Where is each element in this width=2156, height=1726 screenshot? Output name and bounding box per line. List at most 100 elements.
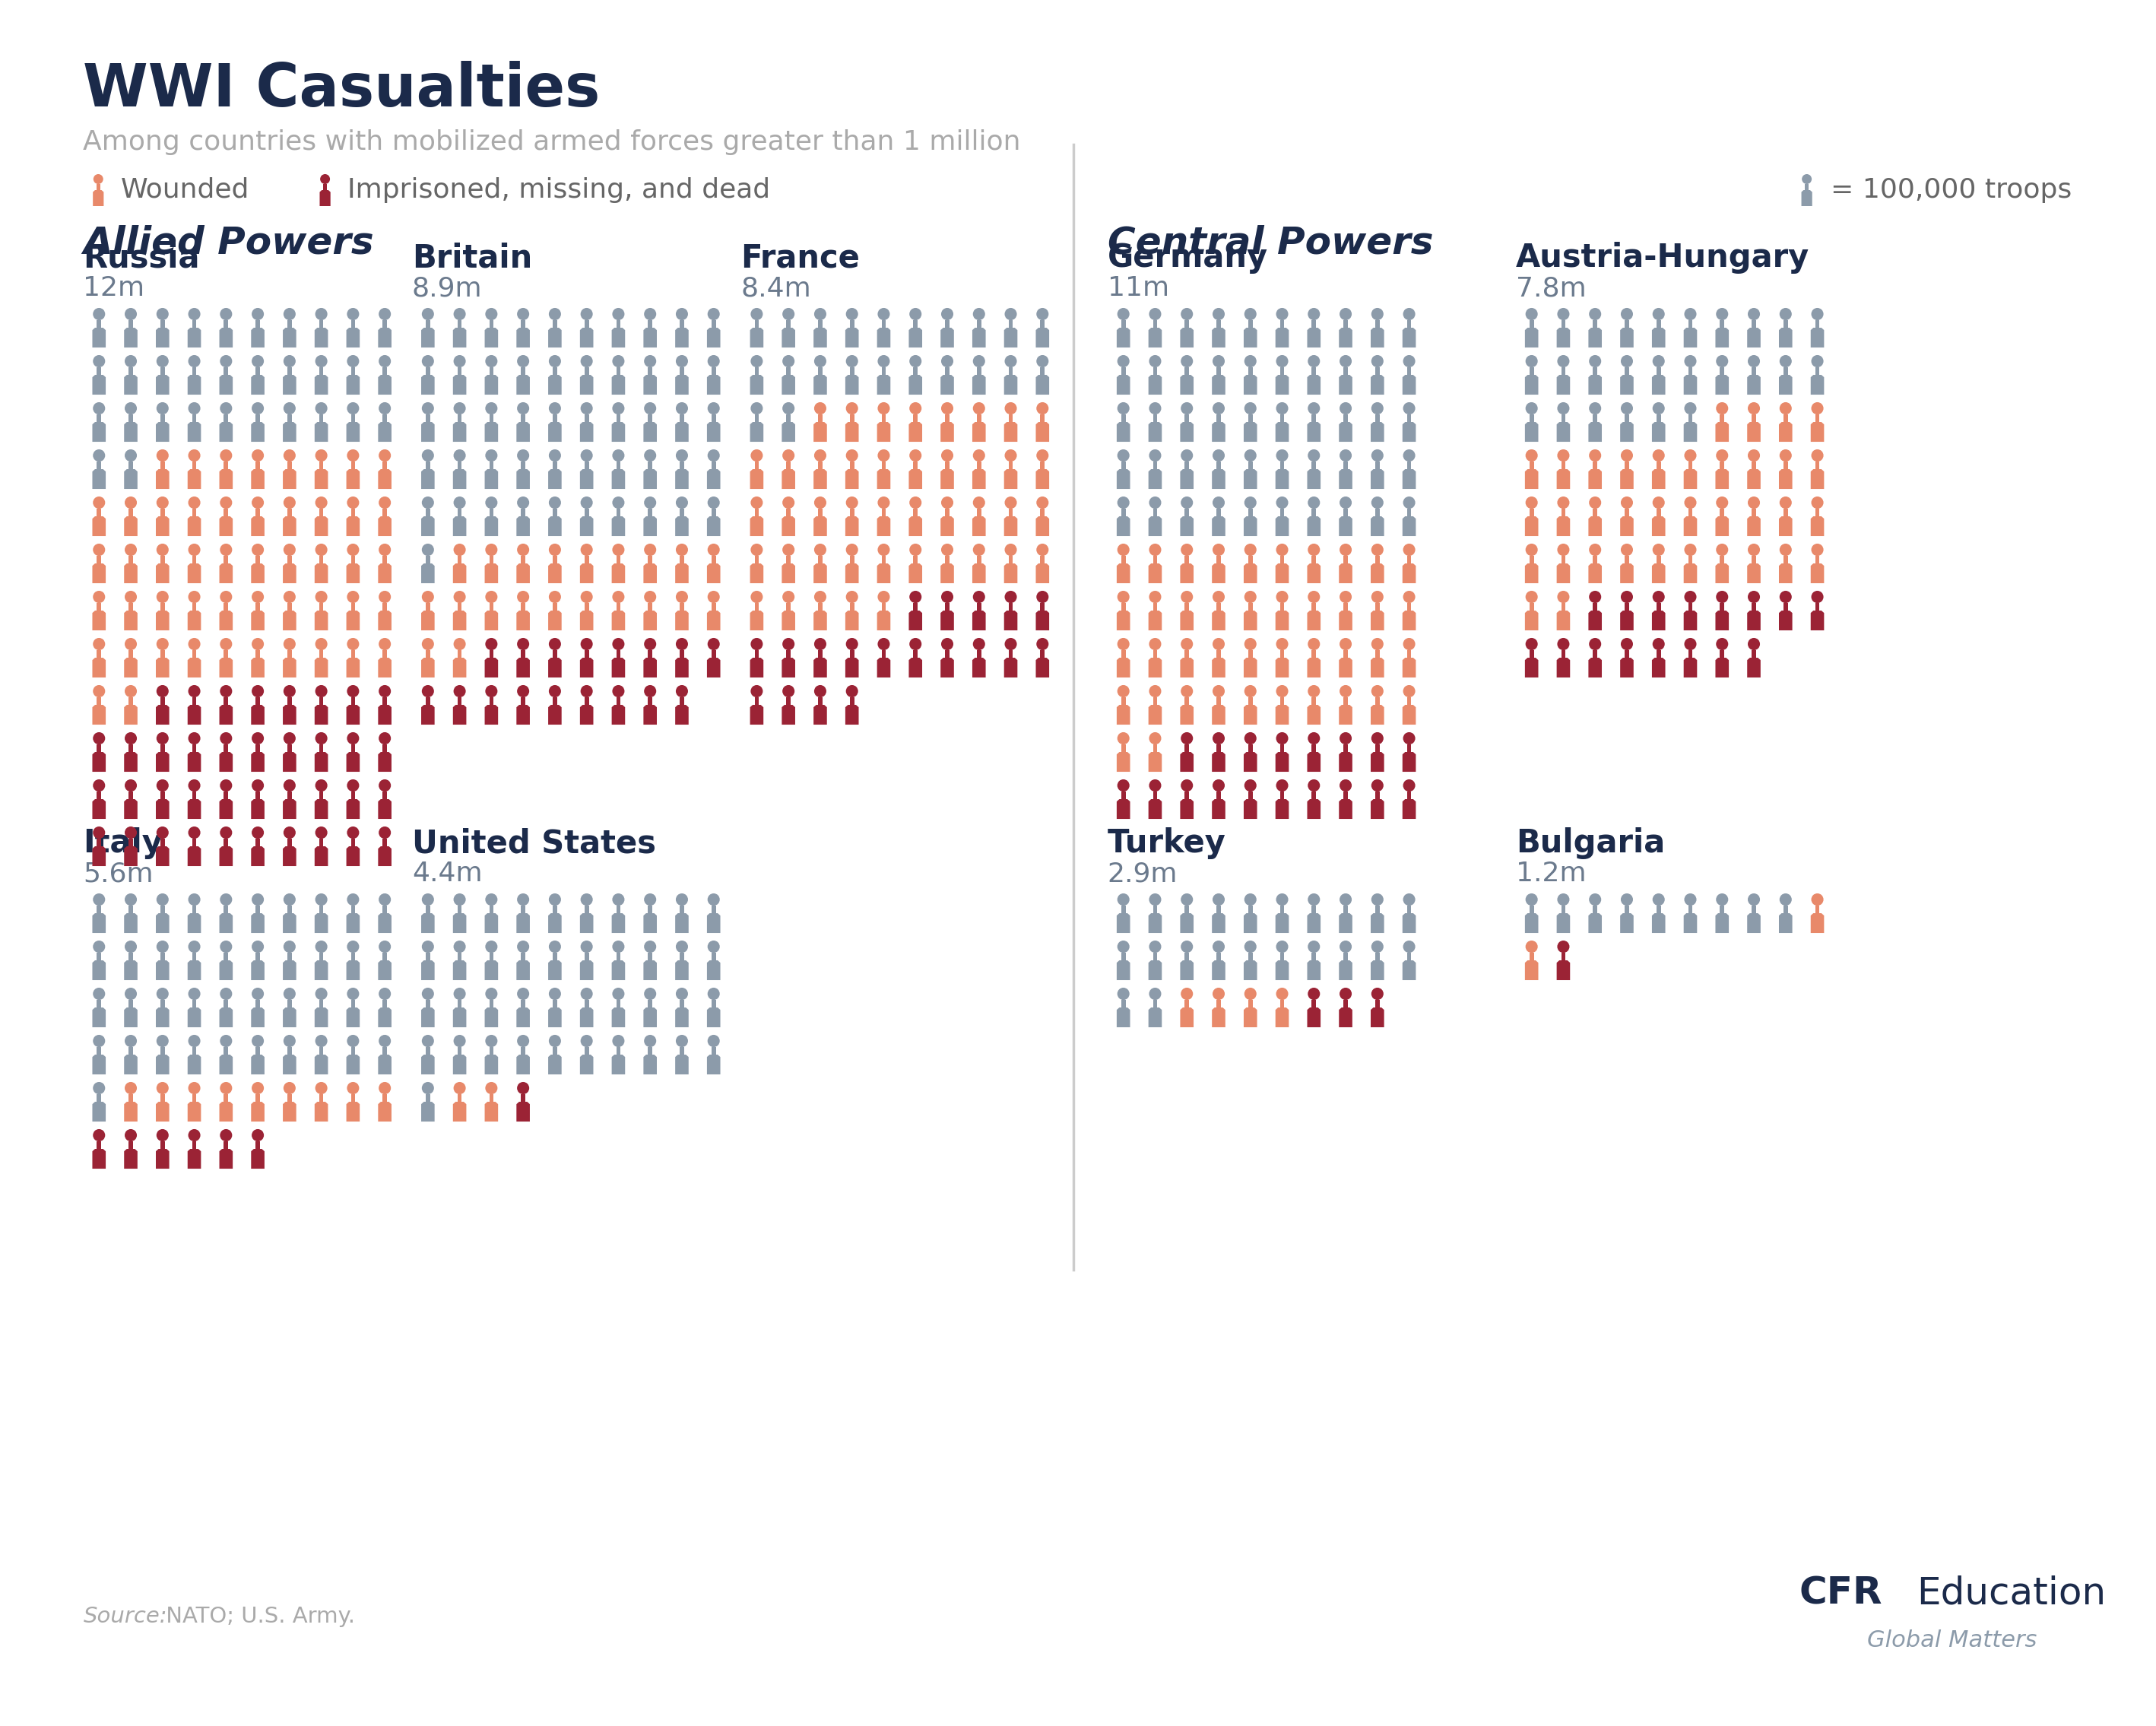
FancyBboxPatch shape bbox=[1153, 999, 1158, 1008]
Circle shape bbox=[282, 356, 295, 368]
Polygon shape bbox=[315, 799, 328, 818]
FancyBboxPatch shape bbox=[489, 321, 494, 328]
Circle shape bbox=[252, 1082, 263, 1094]
Polygon shape bbox=[1005, 516, 1018, 537]
Circle shape bbox=[910, 590, 921, 602]
Circle shape bbox=[707, 356, 720, 368]
FancyBboxPatch shape bbox=[1593, 509, 1598, 516]
Circle shape bbox=[1716, 307, 1729, 321]
FancyBboxPatch shape bbox=[1626, 368, 1630, 375]
Polygon shape bbox=[1244, 563, 1257, 583]
FancyBboxPatch shape bbox=[97, 651, 101, 658]
Polygon shape bbox=[940, 658, 953, 678]
Polygon shape bbox=[125, 913, 138, 934]
FancyBboxPatch shape bbox=[1248, 414, 1253, 421]
Polygon shape bbox=[93, 611, 106, 630]
FancyBboxPatch shape bbox=[257, 461, 261, 469]
FancyBboxPatch shape bbox=[1153, 953, 1158, 960]
Polygon shape bbox=[813, 611, 828, 630]
FancyBboxPatch shape bbox=[1751, 414, 1755, 421]
Text: WWI Casualties: WWI Casualties bbox=[84, 60, 599, 119]
Circle shape bbox=[550, 307, 561, 321]
Circle shape bbox=[252, 1129, 263, 1141]
FancyBboxPatch shape bbox=[1153, 368, 1158, 375]
Circle shape bbox=[1557, 307, 1570, 321]
Polygon shape bbox=[1684, 658, 1697, 678]
Circle shape bbox=[282, 987, 295, 999]
Circle shape bbox=[1557, 544, 1570, 556]
Circle shape bbox=[485, 894, 498, 906]
Polygon shape bbox=[1716, 328, 1729, 347]
FancyBboxPatch shape bbox=[425, 368, 429, 375]
FancyBboxPatch shape bbox=[584, 651, 589, 658]
FancyBboxPatch shape bbox=[1311, 651, 1315, 658]
Polygon shape bbox=[1276, 611, 1289, 630]
Circle shape bbox=[612, 356, 625, 368]
FancyBboxPatch shape bbox=[192, 953, 196, 960]
Polygon shape bbox=[155, 611, 168, 630]
Circle shape bbox=[453, 639, 466, 651]
FancyBboxPatch shape bbox=[1121, 744, 1125, 753]
Polygon shape bbox=[250, 328, 265, 347]
Circle shape bbox=[972, 639, 985, 651]
FancyBboxPatch shape bbox=[649, 461, 653, 469]
Polygon shape bbox=[580, 516, 593, 537]
FancyBboxPatch shape bbox=[1656, 651, 1660, 658]
Polygon shape bbox=[783, 658, 796, 678]
FancyBboxPatch shape bbox=[319, 602, 323, 611]
Circle shape bbox=[157, 449, 168, 461]
FancyBboxPatch shape bbox=[257, 1141, 261, 1150]
Circle shape bbox=[282, 685, 295, 697]
FancyBboxPatch shape bbox=[649, 999, 653, 1008]
Circle shape bbox=[125, 732, 136, 744]
Polygon shape bbox=[188, 799, 201, 818]
Polygon shape bbox=[517, 704, 530, 725]
Polygon shape bbox=[1212, 375, 1225, 395]
Polygon shape bbox=[1005, 563, 1018, 583]
Circle shape bbox=[550, 356, 561, 368]
Polygon shape bbox=[1149, 960, 1162, 980]
Text: = 100,000 troops: = 100,000 troops bbox=[1830, 178, 2072, 204]
Polygon shape bbox=[517, 960, 530, 980]
FancyBboxPatch shape bbox=[1656, 368, 1660, 375]
Circle shape bbox=[1371, 780, 1384, 792]
Polygon shape bbox=[1117, 799, 1130, 818]
Circle shape bbox=[580, 941, 593, 953]
Polygon shape bbox=[1179, 799, 1194, 818]
FancyBboxPatch shape bbox=[1593, 321, 1598, 328]
Circle shape bbox=[845, 449, 858, 461]
Circle shape bbox=[220, 894, 233, 906]
Circle shape bbox=[347, 590, 360, 602]
FancyBboxPatch shape bbox=[192, 368, 196, 375]
Circle shape bbox=[972, 497, 985, 509]
Polygon shape bbox=[1684, 469, 1697, 488]
Polygon shape bbox=[707, 516, 720, 537]
Polygon shape bbox=[1212, 328, 1225, 347]
FancyBboxPatch shape bbox=[914, 461, 918, 469]
Polygon shape bbox=[1651, 611, 1664, 630]
FancyBboxPatch shape bbox=[287, 651, 291, 658]
Circle shape bbox=[315, 780, 328, 792]
FancyBboxPatch shape bbox=[351, 792, 356, 799]
Circle shape bbox=[252, 941, 263, 953]
Polygon shape bbox=[1179, 469, 1194, 488]
Circle shape bbox=[910, 497, 921, 509]
Circle shape bbox=[1621, 639, 1632, 651]
Circle shape bbox=[750, 307, 763, 321]
Circle shape bbox=[942, 590, 953, 602]
Polygon shape bbox=[1746, 469, 1761, 488]
Polygon shape bbox=[675, 375, 688, 395]
FancyBboxPatch shape bbox=[257, 651, 261, 658]
Circle shape bbox=[612, 497, 625, 509]
Circle shape bbox=[1181, 307, 1192, 321]
FancyBboxPatch shape bbox=[755, 321, 759, 328]
Polygon shape bbox=[250, 1101, 265, 1122]
Polygon shape bbox=[1035, 611, 1050, 630]
Polygon shape bbox=[282, 328, 295, 347]
Polygon shape bbox=[1179, 658, 1194, 678]
Circle shape bbox=[125, 1036, 136, 1048]
Polygon shape bbox=[1307, 913, 1322, 934]
FancyBboxPatch shape bbox=[257, 697, 261, 704]
Circle shape bbox=[379, 685, 390, 697]
Polygon shape bbox=[1149, 516, 1162, 537]
